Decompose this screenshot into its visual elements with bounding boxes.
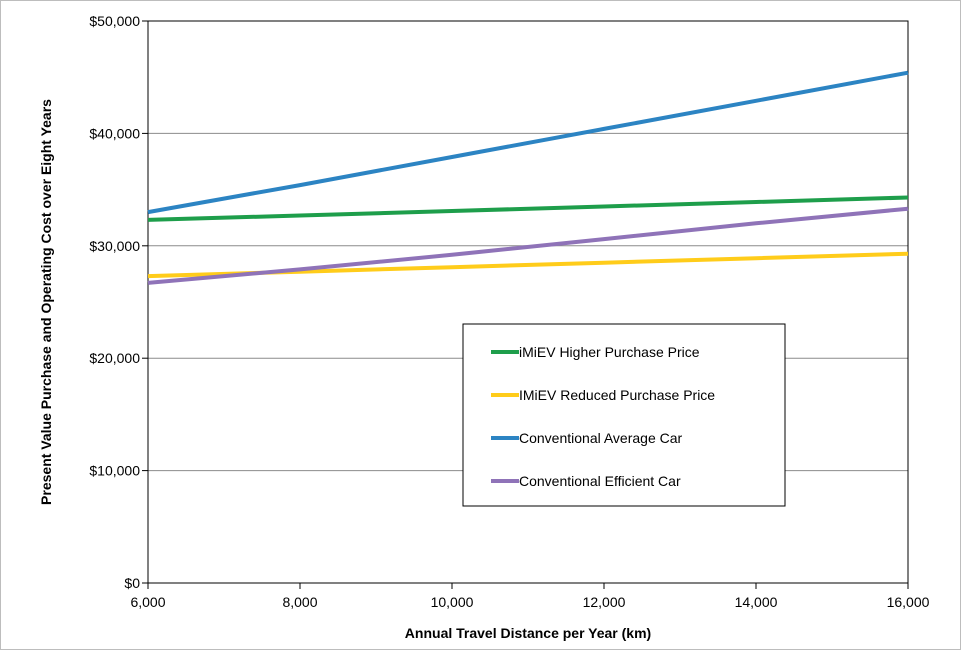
y-tick-label: $10,000 — [89, 463, 140, 479]
x-tick-label: 8,000 — [282, 594, 317, 610]
x-tick-label: 10,000 — [431, 594, 474, 610]
x-tick-label: 14,000 — [735, 594, 778, 610]
series-line — [147, 206, 909, 285]
y-tick-label: $20,000 — [89, 350, 140, 366]
legend-box — [462, 323, 786, 507]
y-tick-label: $30,000 — [89, 238, 140, 254]
legend-label: Conventional Average Car — [519, 430, 683, 446]
y-tick-label: $0 — [124, 575, 140, 591]
legend-label: IMiEV Reduced Purchase Price — [519, 387, 715, 403]
plot-area-border — [147, 20, 909, 584]
y-tick-label: $50,000 — [89, 13, 140, 29]
series-line — [147, 195, 909, 222]
y-axis-title: Present Value Purchase and Operating Cos… — [38, 99, 54, 505]
y-axis-ticks: $0 $10,000 $20,000 $30,000 $40,000 $50,000 — [89, 13, 148, 591]
x-axis-ticks: 6,000 8,000 10,000 12,000 14,000 16,000 — [130, 583, 930, 610]
legend: iMiEV Higher Purchase Price IMiEV Reduced… — [462, 323, 786, 507]
legend-label: iMiEV Higher Purchase Price — [519, 344, 700, 360]
y-tick-label: $40,000 — [89, 125, 140, 141]
x-tick-label: 6,000 — [130, 594, 165, 610]
x-tick-label: 12,000 — [583, 594, 626, 610]
series-lines — [147, 70, 909, 285]
legend-label: Conventional Efficient Car — [519, 473, 681, 489]
x-axis-title: Annual Travel Distance per Year (km) — [405, 625, 651, 641]
series-line — [147, 70, 909, 215]
x-tick-label: 16,000 — [887, 594, 930, 610]
